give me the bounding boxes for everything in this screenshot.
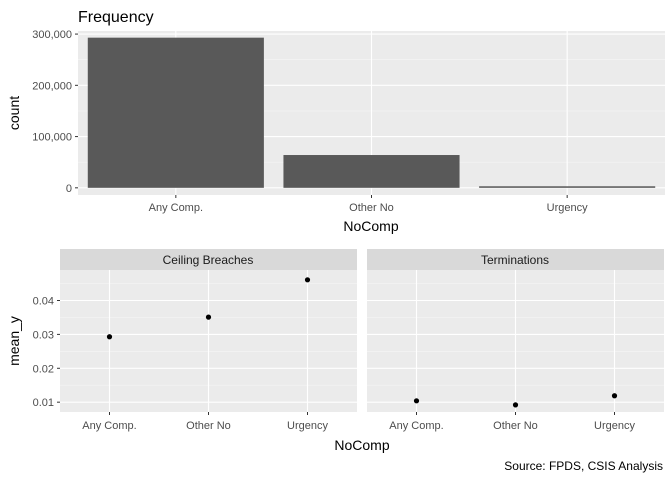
bar-urgency <box>479 186 656 188</box>
top-y-ticks: 0 100,000 200,000 300,000 <box>32 29 78 195</box>
bottom-y-tick-label: 0.01 <box>33 397 54 409</box>
bottom-x-tick-label: Other No <box>186 420 231 432</box>
bottom-gridlines <box>60 270 664 412</box>
point-terminations <box>611 393 618 399</box>
point-ceiling-breaches <box>304 277 311 283</box>
bar-other-no <box>283 155 460 188</box>
bottom-y-axis-label: mean_y <box>6 316 22 366</box>
facet-strip-2 <box>367 249 664 270</box>
top-chart-title: Frequency <box>78 9 154 26</box>
bottom-y-tick-label: 0.03 <box>33 329 54 341</box>
facet-strip-1 <box>60 249 357 270</box>
bottom-x-tick-label: Any Comp. <box>82 420 136 432</box>
bottom-x-axis-label: NoComp <box>334 437 389 453</box>
bottom-x-ticks: Any Comp. Other No Urgency Any Comp. Other N… <box>82 412 635 432</box>
top-bars <box>87 37 656 188</box>
bottom-y-tick-label: 0.04 <box>33 296 54 308</box>
source-caption: Source: FPDS, CSIS Analysis <box>504 459 663 473</box>
bottom-x-tick-label: Urgency <box>287 420 328 432</box>
top-y-axis-label: count <box>6 96 22 130</box>
bottom-y-tick-label: 0.02 <box>33 363 54 375</box>
bottom-y-ticks: 0.01 0.02 0.03 0.04 <box>33 296 60 409</box>
top-y-tick-label: 0 <box>66 183 72 195</box>
point-terminations <box>413 398 420 404</box>
facet-strip-1-label: Ceiling Breaches <box>163 253 254 267</box>
facet-strip-2-label: Terminations <box>481 253 549 267</box>
top-x-tick-label: Other No <box>349 202 394 214</box>
top-x-tick-label: Urgency <box>547 202 588 214</box>
point-terminations <box>512 402 519 408</box>
top-x-tick-label: Any Comp. <box>149 202 203 214</box>
top-y-tick-label: 200,000 <box>32 80 72 92</box>
bottom-points <box>106 277 618 408</box>
bottom-x-tick-label: Other No <box>493 420 538 432</box>
top-x-ticks: Any Comp. Other No Urgency <box>149 195 588 214</box>
point-ceiling-breaches <box>205 314 212 320</box>
top-y-tick-label: 100,000 <box>32 132 72 144</box>
bar-any-comp <box>87 37 264 188</box>
bottom-x-tick-label: Any Comp. <box>389 420 443 432</box>
top-x-axis-label: NoComp <box>343 218 398 234</box>
bottom-x-tick-label: Urgency <box>594 420 635 432</box>
point-ceiling-breaches <box>106 334 113 340</box>
top-y-tick-label: 300,000 <box>32 29 72 41</box>
